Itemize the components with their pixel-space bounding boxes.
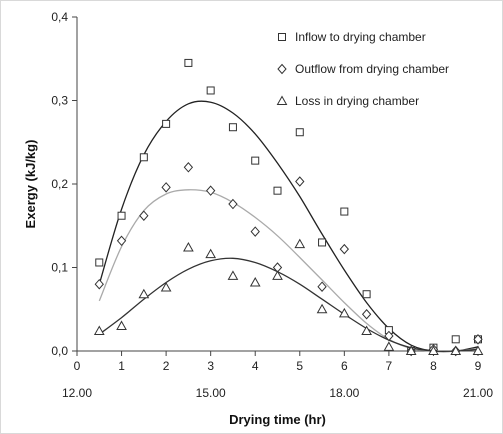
point-square [340,207,349,216]
point-square [95,258,104,267]
point-triangle [450,345,462,355]
y-tick-label: 0,4 [51,10,68,24]
legend-label: Loss in drying chamber [295,94,419,108]
x-tick-label: 3 [207,359,214,373]
point-diamond [361,309,372,320]
x-tick-label: 5 [296,359,303,373]
x-axis-title: Drying time (hr) [229,412,326,427]
axes: 0,0 0,1 0,2 0,3 0,4 0 1 2 3 4 5 6 7 8 9 12.00 15.00 18.00… [51,10,493,400]
point-square [117,211,126,220]
point-square [139,153,148,162]
point-triangle [428,345,439,355]
legend-marker-triangle [276,95,288,105]
point-triangle [160,282,172,292]
y-tick-label: 0,0 [51,344,68,358]
point-diamond [183,162,194,173]
x-tick-label: 4 [252,359,259,373]
point-square [184,58,193,67]
y-tick-label: 0,1 [51,261,68,275]
point-square [228,123,237,132]
point-triangle [383,341,395,351]
x-tick-label: 0 [74,359,81,373]
x-tick-label: 6 [341,359,348,373]
point-triangle [93,325,105,335]
time-tick-label: 15.00 [196,386,226,400]
point-triangle [205,248,217,259]
x-tick-label: 8 [430,359,437,373]
point-diamond [473,334,483,345]
point-square [318,238,327,247]
fit-curve [98,189,479,352]
point-square [451,335,460,344]
fit-curve [98,257,479,352]
y-tick-label: 0,2 [51,177,68,191]
point-triangle [472,345,484,355]
time-tick-label: 21.00 [463,386,493,400]
point-square [362,290,371,299]
legend-marker-square [278,33,286,41]
point-square [206,86,215,95]
point-triangle [361,325,372,335]
point-diamond [205,185,216,196]
point-triangle [116,320,127,330]
point-triangle [294,238,306,249]
point-triangle [316,303,328,314]
point-triangle [338,307,350,318]
time-tick-label: 18.00 [329,386,359,400]
x-tick-label: 9 [475,359,482,373]
point-diamond [317,281,327,292]
legend-label: Inflow to drying chamber [295,30,426,44]
point-diamond [295,176,305,187]
fit-curve [98,100,479,353]
y-tick-label: 0,3 [51,94,68,108]
fit-curves [98,100,479,353]
point-triangle [405,345,417,355]
y-axis-title: Exergy (kJ/kg) [23,140,38,229]
legend: Inflow to drying chamber Outflow from dry… [276,30,449,108]
point-diamond [250,226,260,237]
point-square [273,186,282,195]
time-tick-label: 12.00 [62,386,92,400]
point-diamond [161,182,171,193]
x-tick-label: 2 [163,359,170,373]
x-tick-label: 7 [386,359,393,373]
point-triangle [249,277,261,287]
point-diamond [228,198,238,210]
point-triangle [138,288,150,299]
legend-marker-diamond [277,63,287,75]
point-square [162,119,171,128]
point-diamond [384,330,394,342]
point-diamond [339,243,350,255]
x-tick-label: 1 [118,359,125,373]
legend-label: Outflow from drying chamber [295,62,449,76]
point-triangle [183,241,194,252]
point-square [295,128,304,137]
point-diamond [139,210,149,221]
point-triangle [272,270,283,280]
point-diamond [94,278,104,290]
point-square [251,156,260,165]
point-triangle [227,270,239,280]
point-diamond [116,235,127,247]
data-points [93,58,484,357]
